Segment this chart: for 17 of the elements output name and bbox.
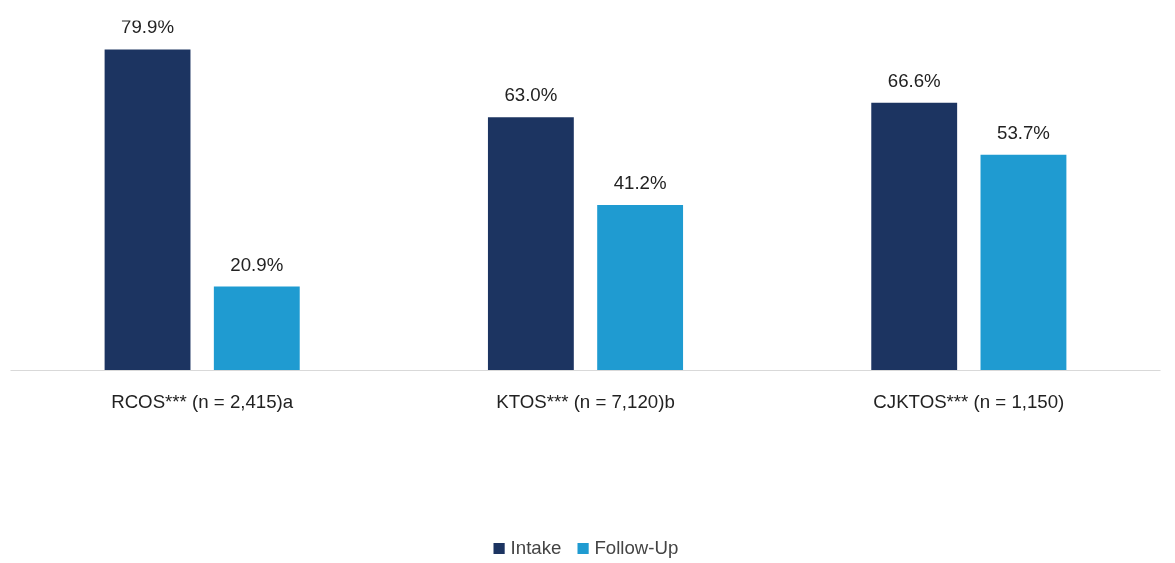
bar bbox=[104, 49, 191, 371]
data-label: 66.6% bbox=[887, 69, 941, 91]
bar bbox=[980, 154, 1067, 371]
x-tick-label: RCOS*** (n = 2,415)a bbox=[111, 390, 294, 412]
legend-label: Intake bbox=[510, 537, 562, 559]
data-label: 53.7% bbox=[997, 121, 1050, 143]
x-tick-label: KTOS*** (n = 7,120)b bbox=[496, 390, 675, 412]
data-label: 63.0% bbox=[504, 84, 558, 106]
data-label: 41.2% bbox=[613, 171, 667, 193]
bar bbox=[213, 286, 300, 371]
bar bbox=[487, 117, 574, 371]
bar bbox=[871, 102, 958, 371]
bar bbox=[597, 204, 684, 371]
legend-label: Follow-Up bbox=[594, 537, 679, 559]
x-tick-label: CJKTOS*** (n = 1,150) bbox=[873, 390, 1065, 412]
data-label: 79.9% bbox=[121, 16, 174, 38]
data-label: 20.9% bbox=[230, 253, 284, 275]
